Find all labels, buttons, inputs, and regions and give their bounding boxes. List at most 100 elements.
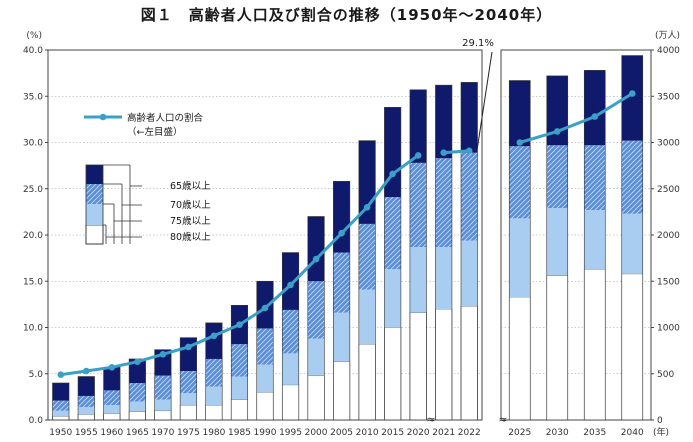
x-axis-tick-label: 1970: [151, 428, 174, 438]
bar-segment: [180, 337, 197, 371]
bar-segment: [584, 70, 606, 146]
bar-segment: [103, 390, 121, 406]
bar-segment: [358, 223, 376, 290]
x-axis-tick-label: 2010: [356, 428, 379, 438]
legend-series-label: 65歳以上: [170, 180, 211, 192]
bar-segment: [154, 375, 172, 400]
bar-segment: [179, 404, 197, 421]
bar-segment: [584, 210, 606, 270]
bar-segment: [52, 410, 70, 417]
right-axis-tick-label: 3000: [657, 139, 680, 149]
bar-segment: [435, 85, 452, 159]
bar-segment: [546, 145, 568, 209]
bar-segment: [409, 89, 427, 163]
ratio-line-point: [236, 321, 243, 329]
bar-segment: [103, 405, 121, 414]
bar-outline: [384, 107, 402, 421]
bar-segment: [78, 407, 95, 415]
left-axis-tick-label: 10.0: [23, 324, 43, 334]
bar-segment: [333, 181, 350, 253]
ratio-line-point: [83, 367, 90, 375]
bar-segment: [52, 383, 70, 401]
right-axis-tick-label: 3500: [657, 92, 680, 102]
left-axis-tick-label: 40.0: [23, 46, 43, 56]
bar-segment: [281, 384, 300, 421]
bar-segment: [52, 400, 70, 411]
bar-segment: [256, 391, 274, 421]
bar-segment: [384, 269, 401, 328]
bar-segment: [180, 393, 197, 406]
bar-segment: [460, 152, 478, 241]
bar-segment: [384, 107, 401, 198]
ratio-line-point: [134, 358, 141, 366]
bar-segment: [460, 240, 478, 307]
ratio-line-point: [338, 229, 345, 237]
x-axis-tick-label: 1995: [279, 428, 302, 438]
bar-segment: [128, 411, 146, 421]
left-axis-tick-label: 30.0: [23, 139, 43, 149]
ratio-line: [519, 92, 634, 144]
legend-bar-segment: [85, 224, 104, 245]
bar-outline: [333, 181, 351, 421]
ratio-line-point: [591, 113, 599, 120]
ratio-line-point: [414, 152, 422, 159]
bar-segment: [460, 82, 478, 153]
left-axis-tick-label: 20.0: [23, 231, 43, 241]
legend-line-point: [99, 113, 107, 121]
ratio-line-point: [363, 204, 371, 211]
x-axis-tick-label: 1960: [100, 428, 123, 438]
bar-segment: [509, 146, 531, 219]
bar-segment: [333, 252, 350, 313]
x-axis-tick-label: 2025: [508, 428, 531, 438]
bar-segment: [584, 145, 606, 211]
right-axis-tick-label: 500: [657, 370, 674, 380]
ratio-annotation-label: 29.1%: [462, 38, 494, 49]
bar-outline: [154, 349, 172, 421]
bar-segment: [307, 338, 325, 376]
x-axis-tick-label: 2030: [546, 428, 569, 438]
x-axis-tick-label: 2020: [407, 428, 430, 438]
legend-bar-segment: [86, 204, 103, 225]
bar-segment: [409, 312, 427, 421]
right-axis-unit: (万人): [655, 30, 680, 41]
ratio-line-point: [210, 332, 218, 340]
right-axis-tick-label: 1500: [657, 277, 680, 287]
ratio-line-point: [57, 371, 65, 379]
bar-segment: [78, 395, 95, 408]
left-axis-tick-label: 5.0: [29, 370, 44, 380]
bar-segment: [282, 353, 299, 385]
x-axis-tick-label: 1955: [75, 428, 98, 438]
bar-segment: [205, 358, 223, 387]
x-axis-tick-label: 1980: [202, 428, 225, 438]
bar-segment: [508, 296, 531, 421]
bar-segment: [509, 80, 531, 147]
bar-outline: [52, 382, 70, 421]
bar-segment: [546, 208, 568, 276]
bar-segment: [282, 252, 299, 310]
x-axis-tick-label: 2000: [305, 428, 328, 438]
bar-segment: [409, 247, 427, 313]
bar-segment: [307, 375, 325, 421]
bar-segment: [77, 414, 95, 421]
legend-line-label: 高齢者人口の割合: [127, 112, 204, 124]
left-axis-tick-label: 25.0: [23, 185, 43, 195]
x-axis-tick-label: 1990: [254, 428, 277, 438]
left-axis-tick-label: 0.0: [29, 416, 44, 426]
bar-segment: [205, 386, 223, 406]
bar-segment: [129, 358, 146, 383]
bar-segment: [384, 197, 401, 270]
x-axis-tick-label: 2005: [330, 428, 353, 438]
bar-segment: [307, 281, 325, 339]
bar-outline: [409, 89, 427, 421]
bar-segment: [435, 308, 453, 421]
bar-segment: [256, 364, 274, 393]
bar-segment: [103, 367, 121, 391]
bar-outline: [281, 252, 300, 421]
bar-segment: [256, 328, 274, 365]
bar-segment: [78, 376, 95, 396]
bar-segment: [103, 413, 121, 421]
legend-bar-segment: [86, 165, 103, 184]
bar-outline: [256, 280, 274, 421]
x-axis-tick-label: 2040: [621, 428, 644, 438]
